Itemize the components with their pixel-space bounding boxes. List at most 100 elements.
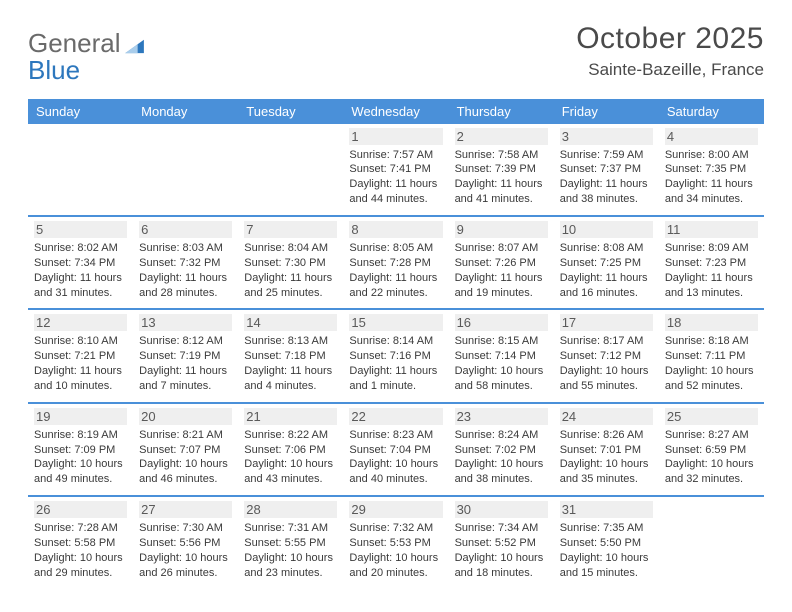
week-row: 5 Sunrise: 8:02 AMSunset: 7:34 PMDaylight… [28,217,764,309]
weekday-header: Tuesday [238,99,343,124]
day-number: 15 [349,314,442,331]
day-number: 31 [560,501,653,518]
day-cell [28,124,133,216]
month-title: October 2025 [576,22,764,56]
day-info: Sunrise: 8:05 AMSunset: 7:28 PMDaylight:… [349,241,442,300]
day-cell: 14 Sunrise: 8:13 AMSunset: 7:18 PMDayligh… [238,310,343,402]
day-number: 8 [349,221,442,238]
day-info: Sunrise: 7:59 AMSunset: 7:37 PMDaylight:… [560,148,653,207]
day-cell [659,497,764,588]
day-cell: 16 Sunrise: 8:15 AMSunset: 7:14 PMDayligh… [449,310,554,402]
day-number: 14 [244,314,337,331]
logo-triangle-icon [125,32,145,59]
day-cell: 18 Sunrise: 8:18 AMSunset: 7:11 PMDayligh… [659,310,764,402]
day-cell: 19 Sunrise: 8:19 AMSunset: 7:09 PMDayligh… [28,404,133,496]
day-number: 20 [139,408,232,425]
day-number: 21 [244,408,337,425]
day-info: Sunrise: 7:30 AMSunset: 5:56 PMDaylight:… [139,521,232,580]
location-label: Sainte-Bazeille, France [576,60,764,80]
day-cell: 24Sunrise: 8:26 AMSunset: 7:01 PMDayligh… [554,404,659,496]
day-cell: 26Sunrise: 7:28 AMSunset: 5:58 PMDayligh… [28,497,133,588]
day-number: 10 [560,221,653,238]
day-cell: 3 Sunrise: 7:59 AMSunset: 7:37 PMDaylight… [554,124,659,216]
week-row: 1Sunrise: 7:57 AMSunset: 7:41 PMDaylight… [28,124,764,216]
day-info: Sunrise: 8:14 AMSunset: 7:16 PMDaylight:… [349,334,442,393]
day-cell: 7 Sunrise: 8:04 AMSunset: 7:30 PMDaylight… [238,217,343,309]
day-info: Sunrise: 8:12 AMSunset: 7:19 PMDaylight:… [139,334,232,393]
header: GeneralBlue October 2025 Sainte-Bazeille… [28,22,764,85]
day-info: Sunrise: 8:00 AMSunset: 7:35 PMDaylight:… [665,148,758,207]
day-info: Sunrise: 8:04 AMSunset: 7:30 PMDaylight:… [244,241,337,300]
day-info: Sunrise: 8:19 AMSunset: 7:09 PMDaylight:… [34,428,127,487]
day-number: 18 [665,314,758,331]
day-number: 22 [349,408,442,425]
day-info: Sunrise: 8:08 AMSunset: 7:25 PMDaylight:… [560,241,653,300]
day-info: Sunrise: 8:21 AMSunset: 7:07 PMDaylight:… [139,428,232,487]
day-number: 19 [34,408,127,425]
day-info: Sunrise: 8:27 AMSunset: 6:59 PMDaylight:… [665,428,758,487]
weekday-header: Thursday [449,99,554,124]
weekday-header: Friday [554,99,659,124]
day-cell: 1Sunrise: 7:57 AMSunset: 7:41 PMDaylight… [343,124,448,216]
day-number [244,128,337,145]
day-info: Sunrise: 8:23 AMSunset: 7:04 PMDaylight:… [349,428,442,487]
day-cell: 30 Sunrise: 7:34 AMSunset: 5:52 PMDayligh… [449,497,554,588]
day-cell: 6 Sunrise: 8:03 AMSunset: 7:32 PMDaylight… [133,217,238,309]
day-info: Sunrise: 7:34 AMSunset: 5:52 PMDaylight:… [455,521,548,580]
day-info: Sunrise: 8:18 AMSunset: 7:11 PMDaylight:… [665,334,758,393]
day-info: Sunrise: 8:13 AMSunset: 7:18 PMDaylight:… [244,334,337,393]
day-info: Sunrise: 8:03 AMSunset: 7:32 PMDaylight:… [139,241,232,300]
day-number: 27 [139,501,232,518]
day-cell: 11Sunrise: 8:09 AMSunset: 7:23 PMDayligh… [659,217,764,309]
day-info: Sunrise: 8:02 AMSunset: 7:34 PMDaylight:… [34,241,127,300]
week-row: 12 Sunrise: 8:10 AMSunset: 7:21 PMDayligh… [28,310,764,402]
day-number: 4 [665,128,758,145]
day-cell: 31 Sunrise: 7:35 AMSunset: 5:50 PMDayligh… [554,497,659,588]
day-info: Sunrise: 7:32 AMSunset: 5:53 PMDaylight:… [349,521,442,580]
day-cell: 27 Sunrise: 7:30 AMSunset: 5:56 PMDayligh… [133,497,238,588]
day-cell: 10 Sunrise: 8:08 AMSunset: 7:25 PMDayligh… [554,217,659,309]
day-cell: 8 Sunrise: 8:05 AMSunset: 7:28 PMDaylight… [343,217,448,309]
day-number: 17 [560,314,653,331]
day-number: 6 [139,221,232,238]
day-info: Sunrise: 7:58 AMSunset: 7:39 PMDaylight:… [455,148,548,207]
day-number: 24 [560,408,653,425]
day-number: 16 [455,314,548,331]
day-cell: 12 Sunrise: 8:10 AMSunset: 7:21 PMDayligh… [28,310,133,402]
day-number [34,128,127,145]
day-number: 7 [244,221,337,238]
day-cell: 28Sunrise: 7:31 AMSunset: 5:55 PMDayligh… [238,497,343,588]
day-cell: 13 Sunrise: 8:12 AMSunset: 7:19 PMDayligh… [133,310,238,402]
day-cell: 15 Sunrise: 8:14 AMSunset: 7:16 PMDayligh… [343,310,448,402]
day-number [139,128,232,145]
day-number: 28 [244,501,337,518]
day-info: Sunrise: 8:15 AMSunset: 7:14 PMDaylight:… [455,334,548,393]
day-number: 12 [34,314,127,331]
day-number: 3 [560,128,653,145]
calendar-page: GeneralBlue October 2025 Sainte-Bazeille… [0,0,792,598]
weekday-header: Monday [133,99,238,124]
day-number: 13 [139,314,232,331]
day-cell: 29Sunrise: 7:32 AMSunset: 5:53 PMDayligh… [343,497,448,588]
day-number: 9 [455,221,548,238]
day-cell: 9Sunrise: 8:07 AMSunset: 7:26 PMDaylight… [449,217,554,309]
week-row: 19 Sunrise: 8:19 AMSunset: 7:09 PMDayligh… [28,404,764,496]
day-cell: 23Sunrise: 8:24 AMSunset: 7:02 PMDayligh… [449,404,554,496]
day-cell: 22 Sunrise: 8:23 AMSunset: 7:04 PMDayligh… [343,404,448,496]
day-info: Sunrise: 8:10 AMSunset: 7:21 PMDaylight:… [34,334,127,393]
weekday-header: Saturday [659,99,764,124]
day-info: Sunrise: 7:35 AMSunset: 5:50 PMDaylight:… [560,521,653,580]
brand-logo: GeneralBlue [28,22,143,85]
day-info: Sunrise: 8:09 AMSunset: 7:23 PMDaylight:… [665,241,758,300]
brand-part2: Blue [28,55,80,85]
day-number [665,501,758,518]
day-cell: 21Sunrise: 8:22 AMSunset: 7:06 PMDayligh… [238,404,343,496]
day-cell: 2Sunrise: 7:58 AMSunset: 7:39 PMDaylight… [449,124,554,216]
day-cell [238,124,343,216]
day-number: 30 [455,501,548,518]
day-number: 5 [34,221,127,238]
week-row: 26Sunrise: 7:28 AMSunset: 5:58 PMDayligh… [28,497,764,588]
day-info: Sunrise: 7:57 AMSunset: 7:41 PMDaylight:… [349,148,442,207]
day-cell: 17Sunrise: 8:17 AMSunset: 7:12 PMDayligh… [554,310,659,402]
day-cell: 5 Sunrise: 8:02 AMSunset: 7:34 PMDaylight… [28,217,133,309]
